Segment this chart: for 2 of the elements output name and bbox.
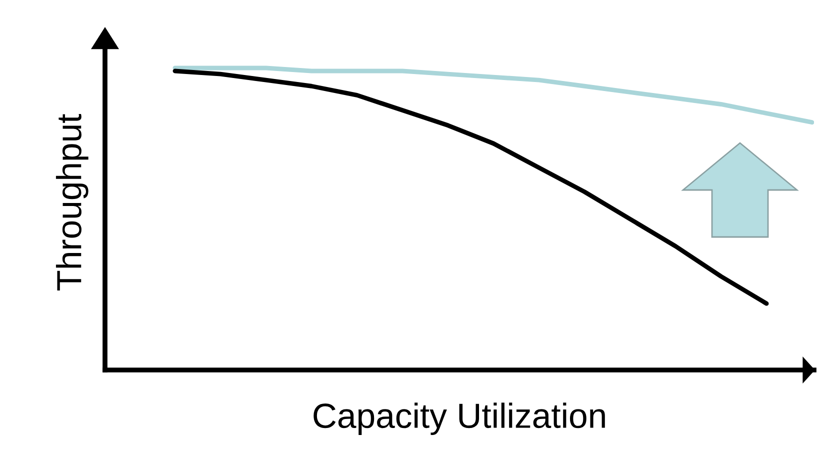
- x-axis-title: Capacity Utilization: [314, 402, 605, 436]
- y-axis-title: Throughput: [56, 114, 88, 291]
